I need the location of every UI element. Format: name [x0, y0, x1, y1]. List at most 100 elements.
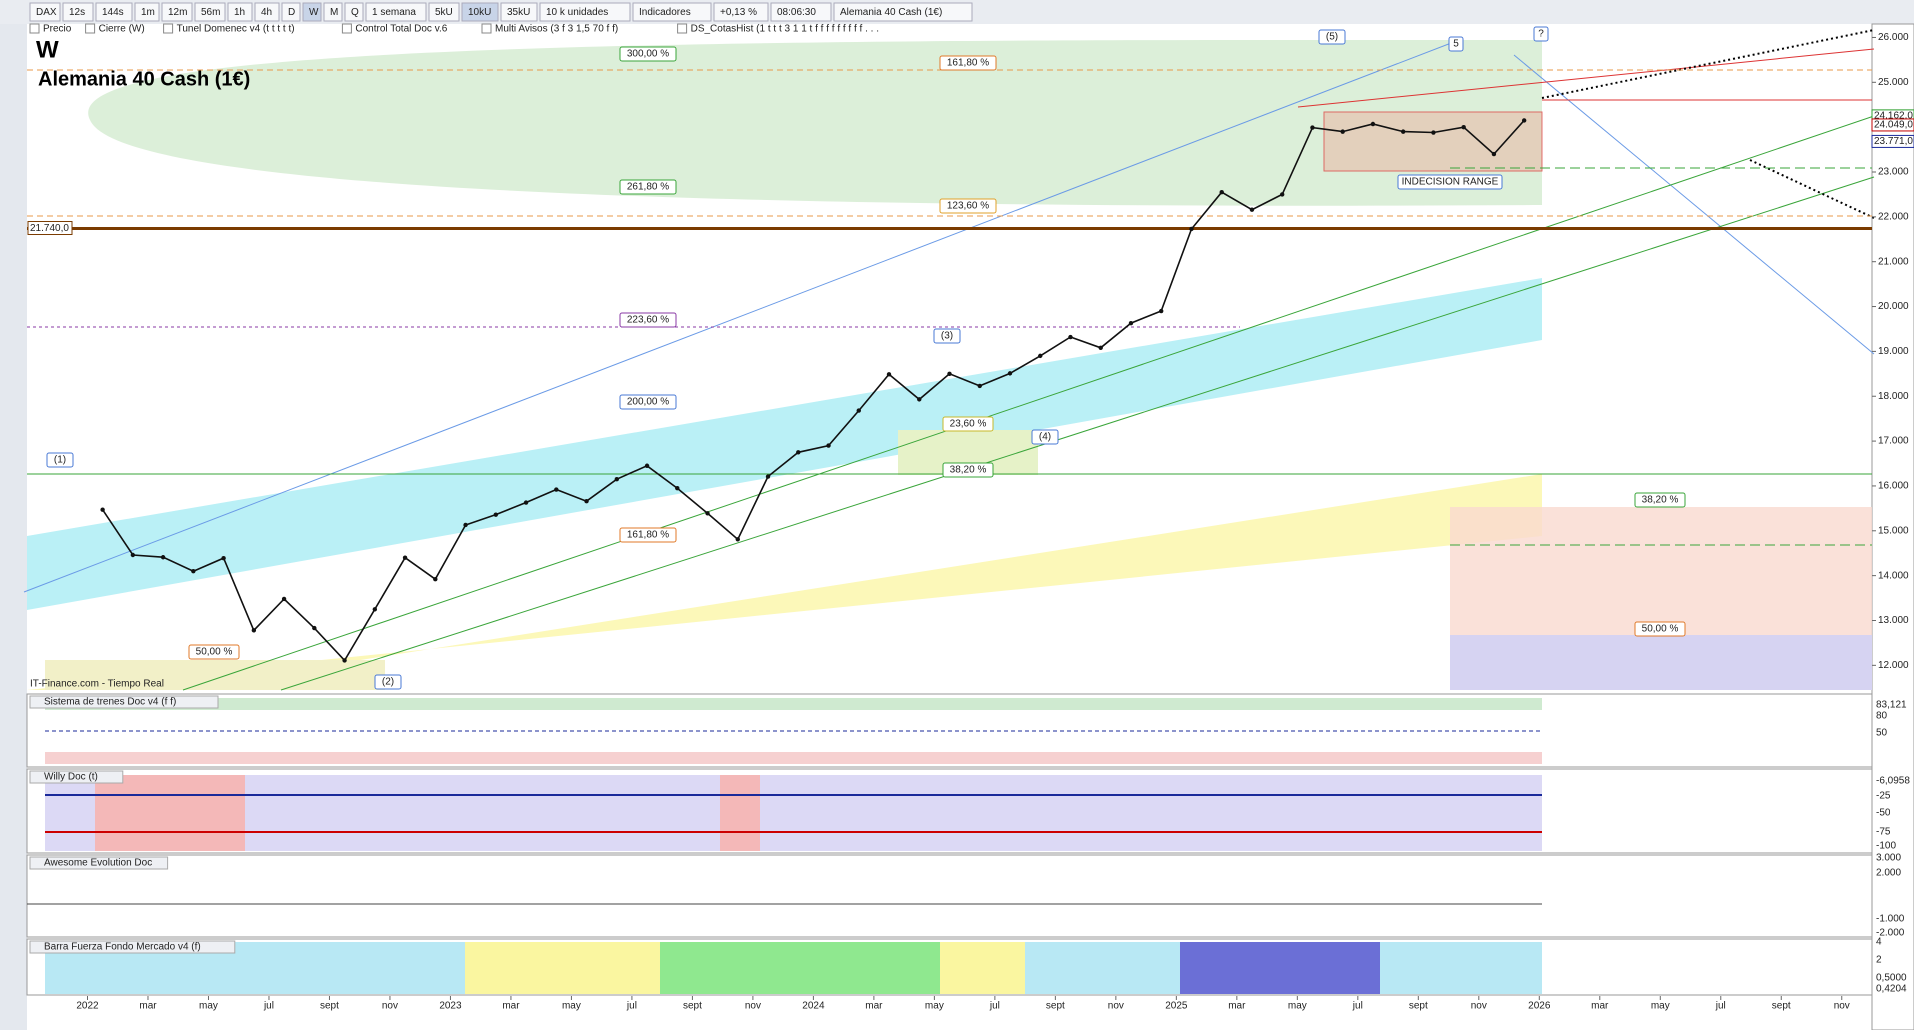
toolbar-label: 35kU	[507, 7, 530, 18]
price-point	[1461, 124, 1466, 130]
price-point	[1159, 308, 1164, 314]
toolbar-button[interactable]	[134, 2, 160, 22]
toolbar-button[interactable]	[500, 2, 538, 22]
indicator-checkbox[interactable]	[481, 23, 492, 34]
toolbar-button[interactable]	[323, 2, 343, 22]
price-point	[1128, 320, 1134, 326]
y-tick-label: 21.000	[1878, 256, 1909, 267]
price-point	[826, 443, 831, 448]
trendline	[23, 39, 1460, 593]
toolbar-button[interactable]	[833, 2, 973, 22]
toolbar-button[interactable]	[281, 2, 301, 22]
annotation: 261,80 %	[627, 182, 669, 193]
y-tick-label: 23.000	[1878, 167, 1909, 178]
toolbar-label: Indicadores	[639, 7, 691, 18]
x-tick-label: may	[1651, 1001, 1670, 1012]
x-tick-label: 2022	[76, 1001, 99, 1012]
panel-axis-label: -6,0958	[1876, 776, 1910, 787]
annotation: 38,20 %	[1642, 495, 1679, 506]
price-point	[554, 487, 559, 492]
price-point	[644, 463, 650, 468]
toolbar-button[interactable]	[344, 2, 364, 22]
toolbar-button[interactable]	[770, 2, 832, 22]
toolbar-button[interactable]	[302, 2, 322, 22]
panel-band	[45, 698, 1542, 710]
y-tick-label: 26.000	[1878, 32, 1909, 43]
price-point	[191, 568, 196, 574]
indicator-label: Cierre (W)	[99, 24, 145, 35]
indicator-checkbox[interactable]	[85, 23, 96, 34]
toolbar-label: M	[330, 7, 338, 18]
panel-axis-label: 83,121	[1876, 700, 1907, 711]
price-point	[735, 537, 740, 542]
price-point	[160, 555, 166, 560]
fib-cloud	[88, 40, 1542, 206]
y-tick-label: 25.000	[1878, 77, 1909, 88]
price-point	[372, 607, 378, 612]
indicator-checkbox[interactable]	[677, 23, 688, 34]
annotation-box	[1533, 26, 1549, 42]
toolbar-button[interactable]	[62, 2, 94, 22]
range-box	[1323, 111, 1543, 172]
panel-axis-label: -100	[1876, 841, 1896, 852]
panel-band	[1180, 942, 1380, 994]
annotation: 50,00 %	[196, 647, 233, 658]
trendline	[182, 115, 1875, 691]
y-tick-label: 22.000	[1878, 211, 1909, 222]
indicator-checkbox[interactable]	[29, 23, 40, 34]
annotation: 50,00 %	[1642, 624, 1679, 635]
toolbar-button[interactable]	[227, 2, 253, 22]
price-point	[1038, 353, 1043, 359]
x-tick-label: jul	[1715, 1001, 1726, 1012]
trendline	[1749, 159, 1875, 219]
price-point	[917, 397, 922, 402]
toolbar-label: 5kU	[435, 7, 453, 18]
annotation-box	[1448, 36, 1464, 52]
annotation: 38,20 %	[950, 465, 987, 476]
x-tick-label: 2023	[439, 1001, 462, 1012]
toolbar-button[interactable]	[632, 2, 712, 22]
x-tick-label: may	[199, 1001, 218, 1012]
toolbar-button[interactable]	[461, 2, 499, 22]
toolbar-button[interactable]	[95, 2, 133, 22]
x-tick-label: nov	[745, 1001, 761, 1012]
price-point	[1068, 334, 1073, 340]
annotation: 300,00 %	[627, 49, 669, 60]
panel-band	[45, 775, 1542, 851]
toolbar-button[interactable]	[194, 2, 226, 22]
indicator-checkbox[interactable]	[163, 23, 174, 34]
panel-title: Willy Doc (t)	[44, 772, 98, 783]
x-tick-label: may	[562, 1001, 581, 1012]
panel-title: Sistema de trenes Doc v4 (f f)	[44, 697, 176, 708]
toolbar-button[interactable]	[161, 2, 193, 22]
toolbar-button[interactable]	[428, 2, 460, 22]
x-tick-label: mar	[1591, 1001, 1609, 1012]
trendline	[1513, 54, 1875, 355]
price-point	[1400, 129, 1406, 134]
annotation-box	[939, 198, 997, 214]
last-price-label: 23.771,0	[1874, 136, 1913, 147]
panel-3	[26, 854, 1873, 938]
toolbar-button[interactable]	[365, 2, 427, 22]
price-axis-bg	[1871, 23, 1914, 1031]
x-tick-label: sept	[1772, 1001, 1791, 1012]
annotation-box	[188, 644, 240, 660]
annotation-box	[1397, 174, 1503, 190]
annotation-box	[1634, 621, 1686, 637]
price-point	[493, 512, 499, 517]
price-point	[342, 658, 347, 663]
toolbar-button[interactable]	[713, 2, 769, 22]
price-point	[1007, 371, 1013, 376]
x-tick-label: mar	[502, 1001, 520, 1012]
indicator-checkbox[interactable]	[341, 23, 352, 34]
y-tick-label: 12.000	[1878, 660, 1909, 671]
toolbar-button[interactable]	[254, 2, 280, 22]
y-tick-label: 13.000	[1878, 615, 1909, 626]
toolbar-button[interactable]	[29, 2, 61, 22]
panel-title: Barra Fuerza Fondo Mercado v4 (f)	[44, 942, 201, 953]
indicator-label: Control Total Doc v.6	[355, 24, 447, 35]
price-level-tag	[27, 221, 73, 236]
annotation-box	[933, 328, 961, 344]
toolbar-button[interactable]	[539, 2, 631, 22]
